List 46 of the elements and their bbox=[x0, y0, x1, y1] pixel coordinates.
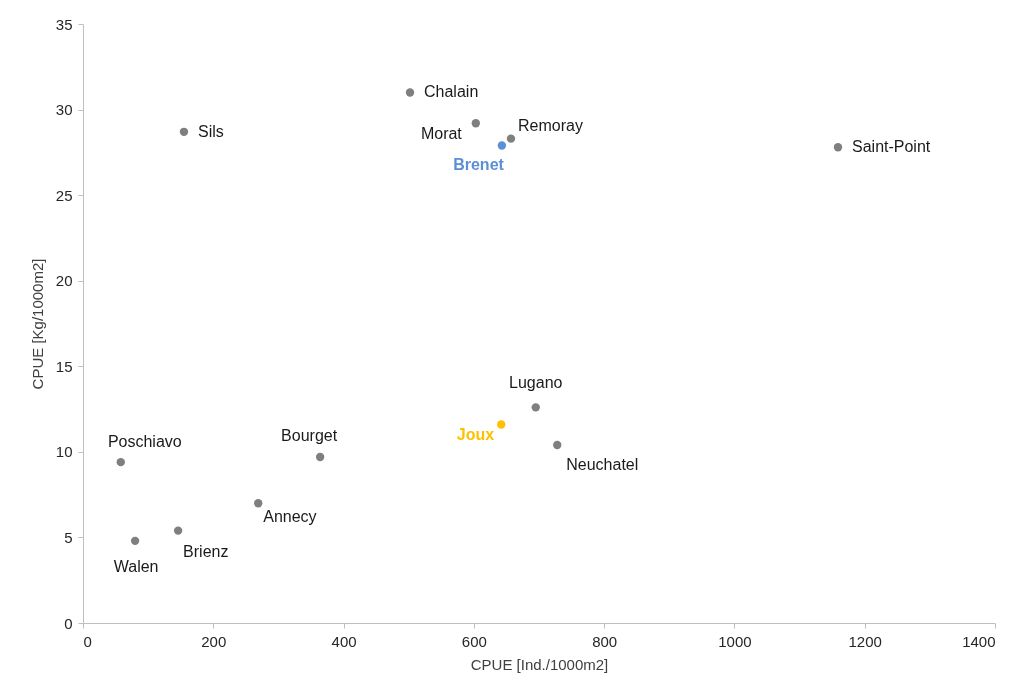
x-tick-label: 600 bbox=[461, 632, 487, 650]
point bbox=[173, 526, 183, 535]
y-tick-label: 20 bbox=[55, 272, 73, 290]
x-tick-label: 0 bbox=[83, 632, 92, 650]
point bbox=[471, 119, 480, 128]
point bbox=[497, 141, 507, 150]
annotation: Chalain bbox=[424, 83, 479, 101]
annotation: Neuchatel bbox=[566, 456, 639, 474]
annotation: Brenet bbox=[453, 155, 505, 173]
point bbox=[506, 134, 516, 143]
point bbox=[553, 440, 562, 450]
x-tick-label: 400 bbox=[331, 632, 357, 650]
annotation: Lugano bbox=[509, 374, 563, 392]
x-tick-label: 1400 bbox=[962, 632, 996, 650]
x-tick-label: 1000 bbox=[718, 632, 752, 650]
point bbox=[531, 403, 540, 412]
annotation: Remoray bbox=[517, 116, 583, 134]
y-tick-label: 35 bbox=[55, 15, 73, 33]
annotation: Poschiavo bbox=[107, 433, 182, 451]
annotation: Annecy bbox=[263, 508, 317, 526]
x-tick-label: 1200 bbox=[848, 632, 882, 650]
annotation: Brienz bbox=[183, 542, 229, 560]
y-axis-title: CPUE [Kg/1000m2] bbox=[28, 258, 46, 390]
annotation: Joux bbox=[456, 426, 495, 444]
y-tick-label: 10 bbox=[55, 443, 73, 461]
point bbox=[179, 127, 189, 136]
annotation: Morat bbox=[420, 125, 463, 143]
x-tick-label: 200 bbox=[201, 632, 227, 650]
y-tick-label: 30 bbox=[55, 101, 73, 119]
y-tick-label: 25 bbox=[55, 186, 73, 204]
point bbox=[254, 499, 263, 508]
annotation: Saint-Point bbox=[852, 138, 931, 156]
point bbox=[116, 457, 125, 467]
annotation: Sils bbox=[197, 122, 224, 140]
point bbox=[315, 452, 325, 462]
x-tick-label: 800 bbox=[592, 632, 618, 650]
y-tick-label: 15 bbox=[55, 357, 73, 375]
point bbox=[833, 143, 843, 152]
annotation: Walen bbox=[113, 557, 159, 575]
point bbox=[497, 420, 506, 429]
x-axis-title: CPUE [Ind./1000m2] bbox=[470, 655, 609, 673]
point bbox=[405, 88, 415, 97]
y-tick-label: 5 bbox=[64, 528, 73, 546]
annotation: Bourget bbox=[281, 426, 338, 444]
y-tick-label: 0 bbox=[64, 614, 73, 632]
point bbox=[130, 536, 140, 546]
